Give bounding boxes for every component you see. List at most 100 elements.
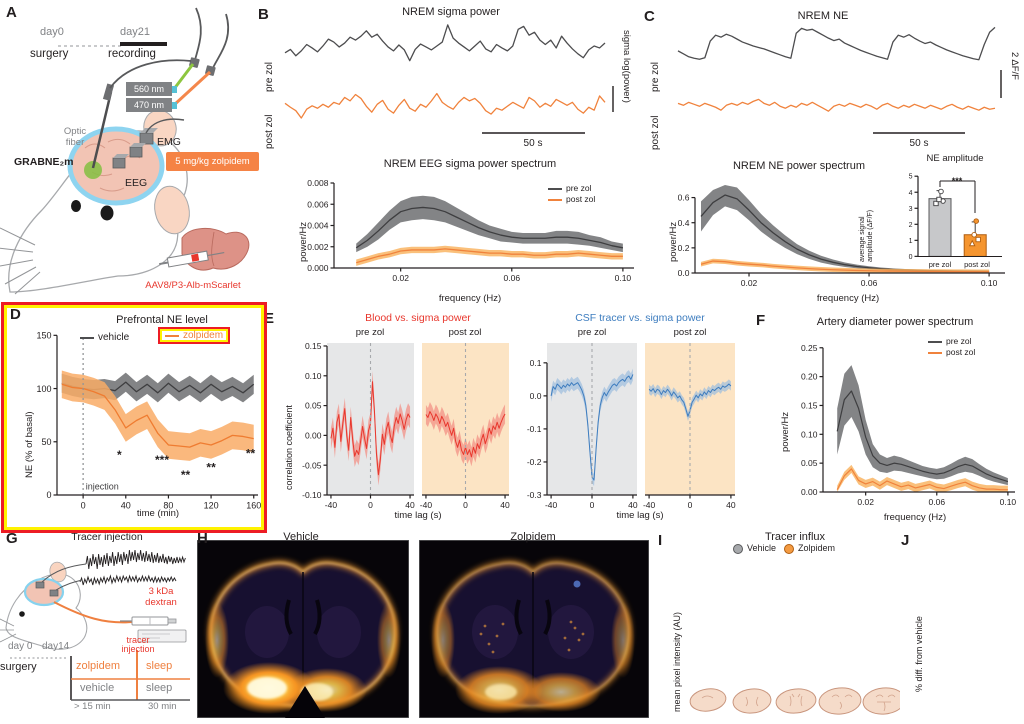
svg-text:0.6: 0.6 [678, 193, 690, 203]
svg-text:0.20: 0.20 [801, 372, 818, 382]
svg-text:50 s: 50 s [910, 138, 929, 149]
f-legend: pre zol post zol [928, 336, 975, 358]
panel-d-title: Prefrontal NE level [116, 314, 208, 326]
b-sigma-scale-label: sigma log(power) [621, 30, 632, 103]
svg-text:40: 40 [121, 501, 131, 511]
c-df-scale-label: 2 ΔF/F [1009, 52, 1020, 80]
e-ylabel: correlation coefficient [284, 405, 294, 490]
legend-line-vehicle [80, 336, 94, 339]
d-legend-vehicle: vehicle [80, 332, 129, 343]
grab-sensor-label: GRABNE₂m [14, 156, 74, 168]
svg-text:-0.1: -0.1 [527, 424, 542, 434]
aav-virus-label: AAV8/P3-Alb-mScarlet [145, 280, 241, 291]
e-blue-post-header: post zol [673, 327, 707, 338]
b-ylabel: power/Hz [298, 221, 309, 262]
syringe-icon-small [120, 616, 177, 626]
legend-line-post [548, 198, 562, 201]
svg-text:0.1: 0.1 [530, 358, 542, 368]
panel-letter-f: F [756, 312, 766, 329]
panel-letter-c: C [644, 8, 655, 25]
f-xlabel: frequency (Hz) [883, 512, 947, 523]
svg-text:0.008: 0.008 [307, 178, 329, 188]
inset-ylabel-line2: amplitude (ΔF/F) [867, 209, 874, 262]
f-legend-line-post [928, 351, 942, 354]
c-pre-zol-label: pre zol [650, 61, 661, 92]
e-blue-title: CSF tracer vs. sigma power [575, 312, 705, 324]
legend-line-zolpidem [165, 334, 179, 337]
e-xlabel-blue: time lag (s) [616, 510, 664, 521]
svg-text:0.10: 0.10 [615, 273, 632, 283]
svg-text:0.02: 0.02 [392, 273, 409, 283]
g-zolpidem-label: zolpidem [76, 660, 121, 672]
svg-text:0: 0 [590, 500, 595, 510]
svg-text:0.10: 0.10 [981, 278, 998, 288]
svg-text:0.00: 0.00 [801, 487, 818, 497]
dextran-label-line1: 3 kDa [148, 586, 174, 597]
panel-b-title: NREM sigma power [402, 6, 500, 18]
panel-letter-d: D [10, 306, 21, 323]
i-ylabel: mean pixel intensity (AU) [672, 611, 682, 712]
svg-text:***: *** [952, 176, 963, 186]
mouse-eye-right [100, 205, 114, 221]
svg-text:pre zol: pre zol [929, 260, 952, 269]
f-legend-line-pre [928, 340, 942, 343]
svg-text:0.4: 0.4 [678, 218, 690, 228]
svg-text:0: 0 [463, 500, 468, 510]
svg-text:0.2: 0.2 [678, 243, 690, 253]
recorder-icon [137, 629, 187, 643]
eeg-waveform-top [85, 549, 186, 570]
h-zolpidem-label: Zolpidem [510, 531, 556, 543]
h-vehicle-label: Vehicle [283, 531, 319, 543]
svg-text:-0.05: -0.05 [302, 460, 322, 470]
e-xlabel-red: time lag (s) [394, 510, 442, 521]
c-post-zol-label: post zol [650, 115, 661, 150]
optic-fiber-label: Optic fiber [63, 126, 87, 148]
eeg-label: EEG [125, 177, 148, 189]
timeline-day0-label: day0 [40, 26, 64, 38]
recording-label: recording [108, 48, 156, 60]
svg-text:0.10: 0.10 [801, 429, 818, 439]
svg-text:100: 100 [36, 384, 51, 394]
panel-b-spectrum-title: NREM EEG sigma power spectrum [383, 158, 557, 170]
g-tracer-injection-line2: injection [121, 644, 155, 654]
svg-text:***: *** [155, 453, 169, 467]
mouse-photometry-illustration [0, 7, 250, 295]
svg-text:150: 150 [36, 331, 51, 341]
eeg-waveform-bottom [79, 574, 177, 586]
g-surgery-label: surgery [0, 661, 37, 673]
svg-text:160: 160 [246, 501, 261, 511]
svg-text:0: 0 [688, 500, 693, 510]
svg-text:0.10: 0.10 [1000, 497, 1017, 507]
e-red-title: Blood vs. sigma power [365, 312, 471, 324]
svg-text:50 s: 50 s [524, 138, 543, 149]
i-legend-dot-vehicle [733, 543, 743, 554]
svg-text:1: 1 [909, 238, 913, 245]
laser-560nm-label: 560 nm [126, 82, 172, 96]
surgery-label: surgery [30, 48, 69, 60]
i-legend-dot-zolpidem [784, 543, 795, 554]
b-legend: pre zol post zol [548, 183, 595, 205]
svg-text:2: 2 [909, 222, 913, 229]
svg-text:0.10: 0.10 [305, 371, 322, 381]
svg-text:0.05: 0.05 [801, 458, 818, 468]
panel-c-title: NREM NE [797, 10, 849, 22]
optic-fiber-shaft [91, 91, 113, 169]
mouse-brain-small [23, 577, 65, 607]
mouse-ear-right [154, 185, 190, 235]
svg-text:0.006: 0.006 [307, 199, 329, 209]
svg-text:0.15: 0.15 [305, 341, 322, 351]
e-red-pre-header: pre zol [355, 327, 385, 338]
c-xlabel: frequency (Hz) [816, 293, 880, 304]
svg-text:0.02: 0.02 [741, 278, 758, 288]
dextran-label-line2: dextran [145, 597, 177, 608]
svg-text:-40: -40 [420, 500, 433, 510]
ne-amplitude-inset-title: NE amplitude [926, 153, 984, 164]
i-legend-zolpidem-label: Zolpidem [798, 543, 836, 553]
liver-icon [181, 228, 250, 271]
svg-text:120: 120 [204, 501, 219, 511]
svg-text:0.0: 0.0 [530, 391, 542, 401]
svg-text:0.000: 0.000 [307, 263, 329, 273]
svg-text:injection: injection [86, 482, 119, 492]
g-wait-label: > 15 min [74, 701, 111, 712]
timeline-day21-label: day21 [120, 26, 150, 38]
